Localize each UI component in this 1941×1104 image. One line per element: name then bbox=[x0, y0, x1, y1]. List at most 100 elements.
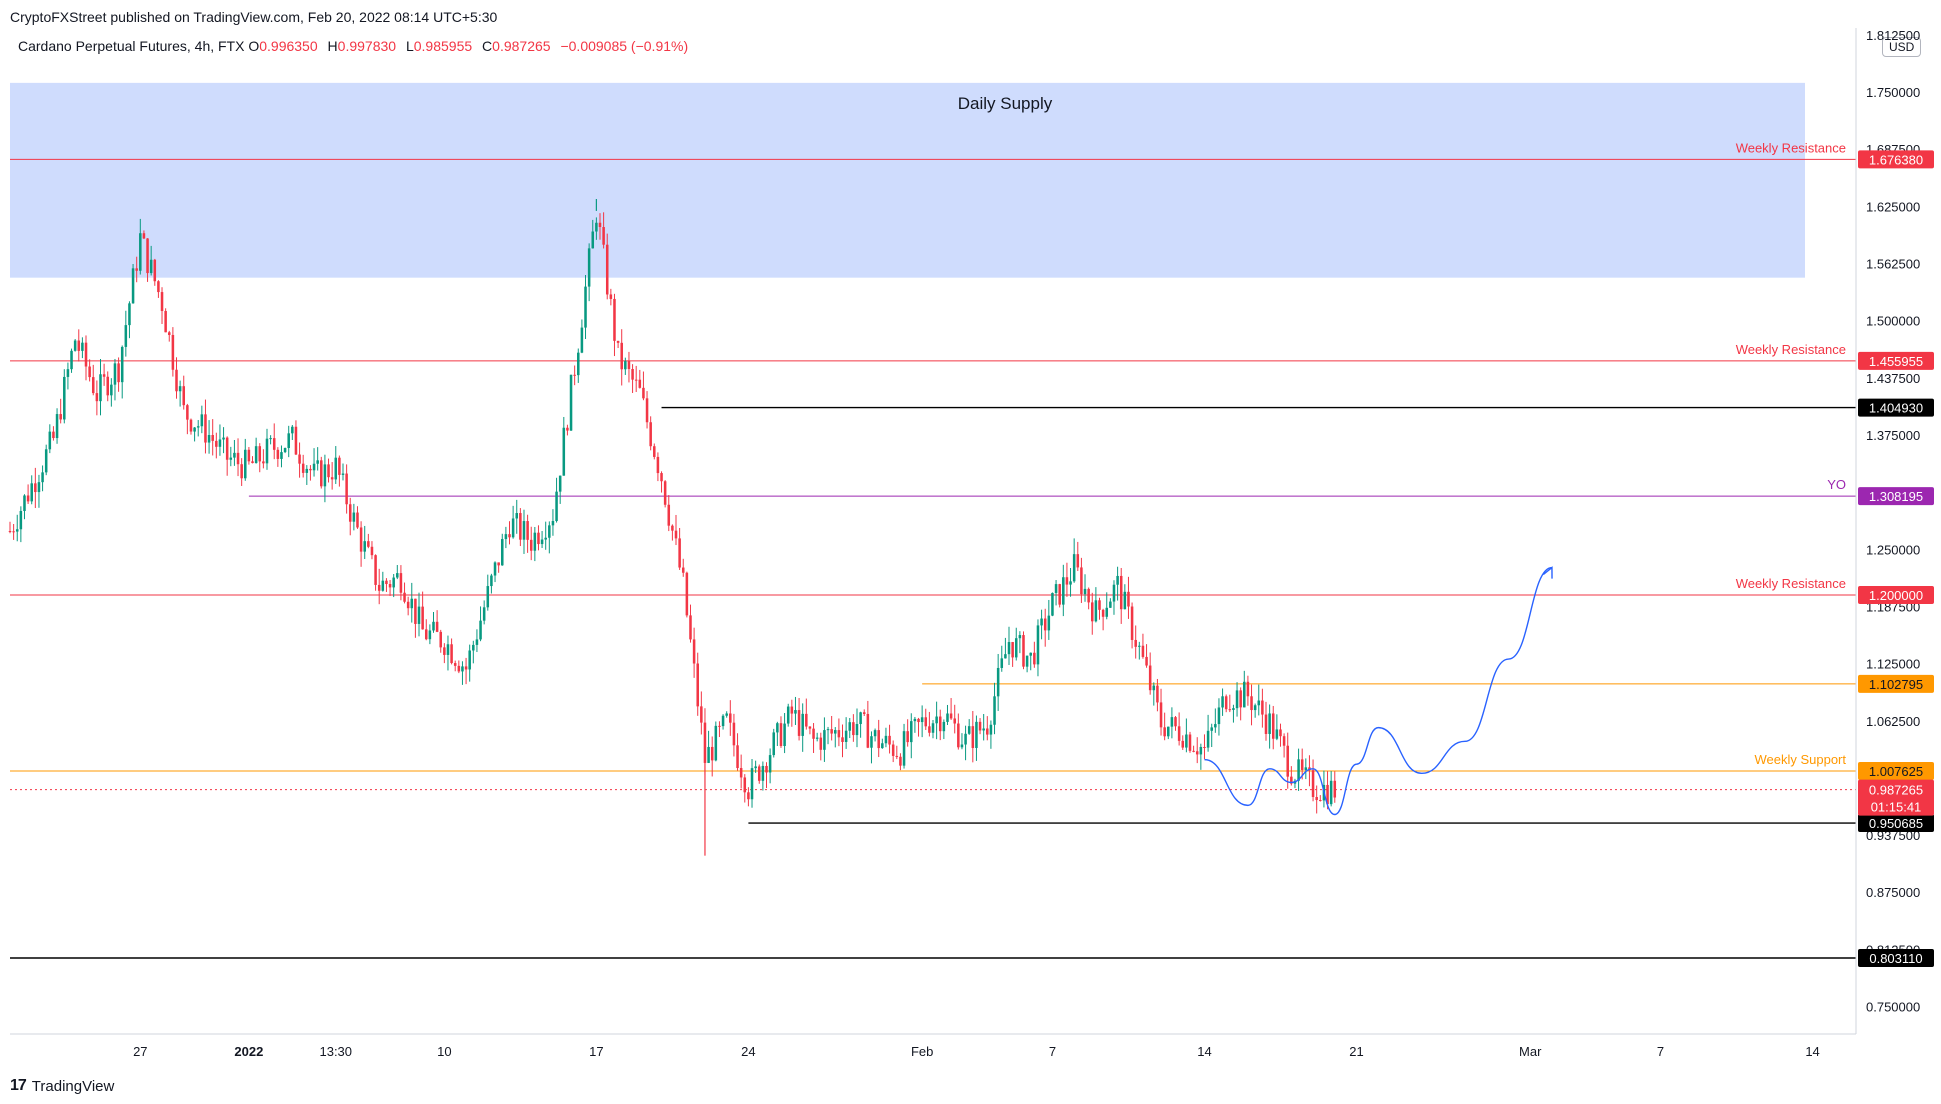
candle-body bbox=[1054, 584, 1058, 593]
candle-body bbox=[743, 777, 747, 793]
candle-body bbox=[251, 461, 254, 464]
candle-body bbox=[924, 717, 928, 727]
candle-body bbox=[859, 712, 862, 725]
candle-body bbox=[1300, 759, 1304, 770]
candle-body bbox=[1148, 665, 1152, 691]
candle-body bbox=[1040, 618, 1043, 626]
candle-body bbox=[359, 527, 363, 552]
candle-body bbox=[381, 580, 385, 591]
price-tick-label: 1.750000 bbox=[1866, 85, 1920, 100]
candle-body bbox=[1098, 600, 1101, 610]
candle-body bbox=[729, 713, 732, 723]
candle-body bbox=[537, 532, 540, 545]
candle-body bbox=[1217, 707, 1221, 725]
candle-body bbox=[1004, 654, 1007, 659]
candle-body bbox=[207, 435, 211, 443]
candle-body bbox=[681, 567, 685, 573]
candle-body bbox=[696, 663, 699, 707]
candle-body bbox=[529, 539, 533, 551]
candle-body bbox=[131, 268, 135, 304]
candle-body bbox=[171, 334, 175, 370]
candle-body bbox=[805, 713, 808, 727]
candle-body bbox=[120, 346, 124, 383]
candle-body bbox=[421, 606, 424, 630]
candle-body bbox=[953, 718, 956, 724]
candle-body bbox=[157, 281, 160, 293]
candle-body bbox=[1195, 751, 1199, 755]
candle-body bbox=[1105, 607, 1109, 617]
candle-body bbox=[1112, 584, 1116, 602]
candle-body bbox=[461, 666, 464, 672]
candle-body bbox=[1127, 591, 1130, 607]
candle-body bbox=[1253, 705, 1257, 711]
candle-body bbox=[660, 473, 663, 482]
candle-body bbox=[870, 736, 873, 748]
candle-body bbox=[363, 541, 366, 552]
candle-body bbox=[1279, 729, 1282, 737]
candle-body bbox=[175, 369, 178, 392]
candle-body bbox=[873, 730, 877, 737]
candle-body bbox=[316, 460, 319, 464]
candle-body bbox=[678, 538, 681, 568]
candle-body bbox=[1181, 740, 1185, 748]
candle-body bbox=[1228, 709, 1232, 711]
candle-body bbox=[453, 663, 457, 666]
candle-body bbox=[294, 426, 298, 455]
candle-body bbox=[367, 541, 370, 547]
candle-body bbox=[12, 531, 15, 533]
candle-body bbox=[1275, 729, 1279, 739]
candle-body bbox=[1246, 681, 1250, 697]
level-price-tag bbox=[1858, 586, 1934, 605]
candle-body bbox=[95, 393, 99, 402]
level-price-tag-text: 1.007625 bbox=[1869, 764, 1923, 779]
currency-button[interactable]: USD bbox=[1882, 37, 1922, 57]
candle-body bbox=[399, 573, 403, 593]
candle-body bbox=[899, 756, 902, 766]
level-price-tag bbox=[1858, 351, 1934, 370]
candle-body bbox=[1286, 745, 1289, 777]
candle-body bbox=[8, 531, 12, 532]
candle-body bbox=[247, 449, 251, 462]
candle-body bbox=[1261, 700, 1264, 715]
candle-body bbox=[1156, 685, 1159, 703]
candle-body bbox=[511, 518, 515, 538]
candle-body bbox=[830, 729, 833, 734]
candle-body bbox=[786, 706, 790, 724]
candle-body bbox=[88, 366, 91, 378]
candle-body bbox=[77, 340, 81, 351]
candle-body bbox=[450, 644, 453, 664]
candle-body bbox=[1130, 606, 1134, 640]
candle-body bbox=[1141, 645, 1145, 657]
candle-body bbox=[569, 374, 573, 431]
candle-body bbox=[1047, 615, 1051, 631]
candle-body bbox=[186, 405, 189, 420]
candle-body bbox=[844, 730, 848, 742]
candle-body bbox=[881, 743, 884, 749]
candle-body bbox=[149, 259, 153, 274]
candle-body bbox=[768, 755, 772, 773]
candle-body bbox=[1101, 609, 1105, 617]
candle-body bbox=[515, 513, 519, 519]
candle-body bbox=[526, 521, 529, 540]
candle-body bbox=[388, 584, 392, 588]
candle-body bbox=[1282, 736, 1286, 746]
candle-body bbox=[580, 327, 584, 353]
time-tick-label: 7 bbox=[1657, 1044, 1664, 1059]
candle-body bbox=[1080, 567, 1083, 595]
candle-body bbox=[946, 713, 949, 722]
candle-body bbox=[1268, 713, 1271, 734]
candle-body bbox=[732, 722, 736, 746]
candle-body bbox=[377, 584, 381, 591]
candle-body bbox=[1116, 575, 1119, 585]
candle-body bbox=[305, 468, 309, 473]
candle-body bbox=[196, 426, 200, 428]
candle-body bbox=[862, 712, 866, 714]
candle-body bbox=[81, 342, 84, 351]
candle-body bbox=[700, 706, 703, 723]
candle-body bbox=[468, 650, 471, 670]
candle-body bbox=[891, 744, 895, 756]
candle-body bbox=[240, 464, 243, 479]
candle-body bbox=[265, 438, 269, 464]
candle-body bbox=[754, 766, 757, 769]
